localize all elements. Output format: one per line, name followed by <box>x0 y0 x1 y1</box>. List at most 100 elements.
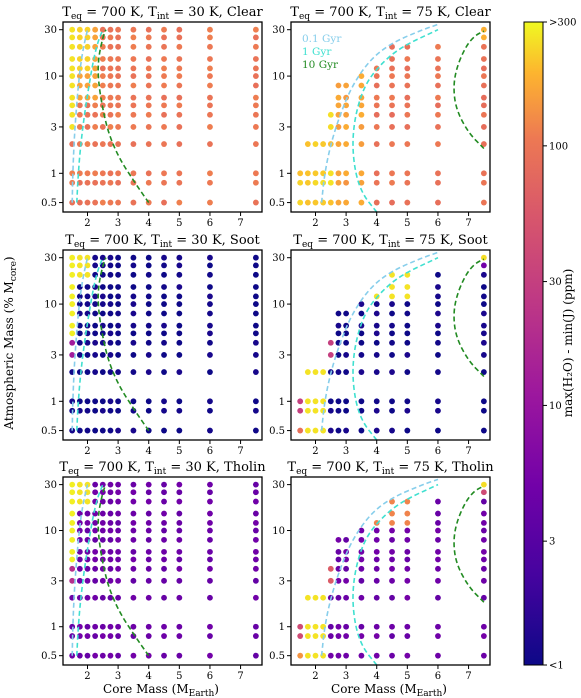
data-point <box>130 124 137 130</box>
data-point <box>358 623 365 630</box>
y-tick-label: 3 <box>51 122 57 133</box>
data-point <box>389 652 395 659</box>
data-point <box>373 369 380 375</box>
data-point <box>99 26 106 33</box>
y-tick-label: 3 <box>51 350 57 361</box>
data-point <box>207 293 213 300</box>
data-point <box>252 102 259 109</box>
data-point <box>207 633 213 639</box>
data-point <box>161 293 167 300</box>
data-point <box>92 548 99 555</box>
data-point <box>99 510 106 517</box>
data-point <box>145 102 152 109</box>
data-point <box>115 26 122 33</box>
data-point <box>343 82 350 89</box>
data-point <box>92 43 99 50</box>
data-point <box>335 633 342 639</box>
data-point <box>304 623 311 630</box>
data-point <box>176 577 183 584</box>
x-tick-label: 3 <box>343 671 349 682</box>
data-point <box>115 481 122 488</box>
data-point <box>107 26 114 33</box>
data-point <box>373 577 380 584</box>
data-point <box>176 124 183 130</box>
data-point <box>99 407 106 414</box>
data-point <box>161 339 167 346</box>
data-point <box>145 322 152 329</box>
data-point <box>252 398 259 405</box>
y-tick-label: 1 <box>279 169 285 180</box>
data-point <box>404 141 411 147</box>
data-point <box>130 427 137 434</box>
data-point <box>99 527 106 534</box>
data-point <box>207 489 213 496</box>
contour-1-gyr <box>352 256 439 440</box>
data-point <box>343 398 350 405</box>
data-point <box>176 254 183 261</box>
colorbar-tick-label: >300 <box>549 18 576 29</box>
contour-1-gyr <box>76 257 104 431</box>
data-point <box>389 179 395 186</box>
data-point <box>435 556 441 563</box>
data-point <box>161 199 167 206</box>
data-point <box>404 301 411 307</box>
y-axis-label: Atmospheric Mass (% Mcore) <box>2 256 19 430</box>
data-point <box>145 254 152 261</box>
data-point <box>435 548 441 555</box>
data-point <box>404 199 411 206</box>
data-point <box>76 262 83 269</box>
data-point <box>84 254 91 261</box>
data-point <box>343 322 350 329</box>
data-point <box>435 352 441 358</box>
data-point <box>252 301 259 307</box>
data-point <box>69 293 76 300</box>
data-point <box>130 519 137 526</box>
data-point <box>107 310 114 317</box>
data-point <box>343 565 350 572</box>
data-point <box>69 498 76 505</box>
contour-1-gyr <box>76 484 104 656</box>
data-point <box>435 427 441 434</box>
data-point <box>69 527 76 534</box>
data-point <box>69 82 76 89</box>
data-point <box>404 293 411 300</box>
data-point <box>335 141 342 147</box>
data-point <box>404 623 411 630</box>
data-point <box>115 310 122 317</box>
colorbar-label: max(H₂O) - min(J) (ppm) <box>561 269 575 418</box>
data-point <box>115 633 122 639</box>
data-point <box>435 65 441 72</box>
data-point <box>389 623 395 630</box>
data-point <box>480 330 487 337</box>
data-point <box>69 111 76 118</box>
data-point <box>252 94 259 101</box>
data-point <box>207 565 213 572</box>
data-point <box>207 556 213 563</box>
data-point <box>207 73 213 79</box>
data-point <box>480 94 487 101</box>
data-point <box>130 565 137 572</box>
data-point <box>373 322 380 329</box>
data-point <box>435 510 441 517</box>
data-point <box>435 527 441 534</box>
data-point <box>176 527 183 534</box>
data-point <box>92 102 99 109</box>
data-point <box>76 339 83 346</box>
data-point <box>161 427 167 434</box>
contour-10-gyr <box>97 29 150 204</box>
data-point <box>176 623 183 630</box>
data-point <box>130 322 137 329</box>
data-point <box>92 577 99 584</box>
data-point <box>207 310 213 317</box>
x-tick-label: 6 <box>207 671 213 682</box>
data-point <box>99 427 106 434</box>
data-point <box>176 536 183 543</box>
data-point <box>92 111 99 118</box>
y-tick-label: 3 <box>279 576 285 587</box>
data-point <box>115 498 122 505</box>
data-point <box>176 633 183 639</box>
data-point <box>304 407 311 414</box>
data-point <box>145 43 152 50</box>
data-point <box>404 284 411 290</box>
colorbar-tick-label: 10 <box>549 401 562 412</box>
